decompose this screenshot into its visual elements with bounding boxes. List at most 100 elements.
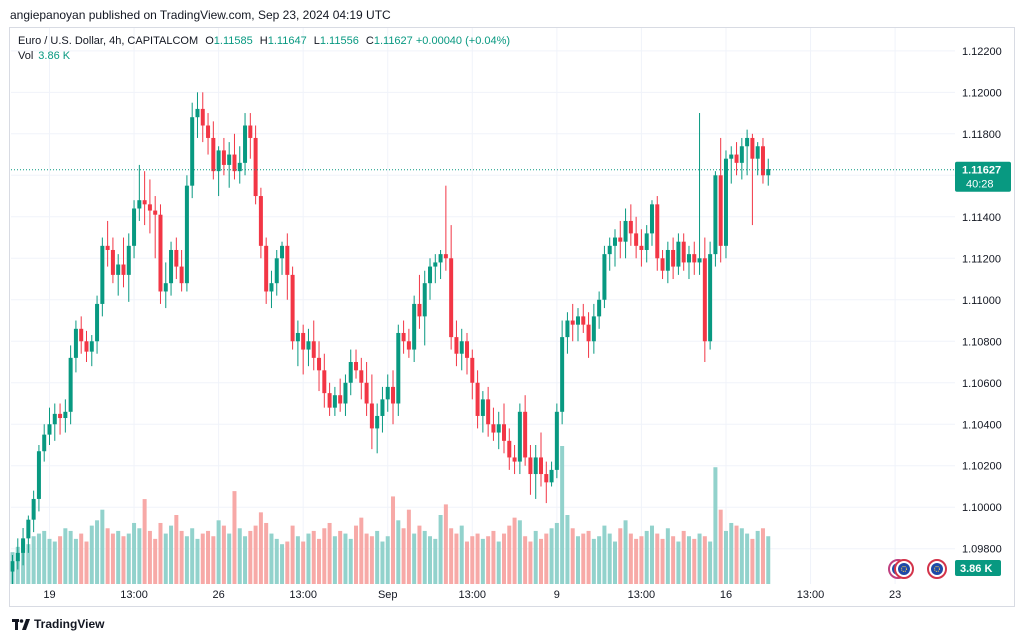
candle[interactable] [391, 370, 396, 425]
candle[interactable] [539, 432, 543, 487]
candle[interactable] [375, 403, 380, 454]
candles[interactable] [10, 92, 771, 584]
candle[interactable] [206, 113, 211, 155]
candle[interactable] [26, 515, 31, 553]
candle[interactable] [686, 245, 691, 280]
candle[interactable] [317, 341, 322, 392]
candle[interactable] [36, 445, 41, 512]
candle[interactable] [31, 490, 36, 533]
candle[interactable] [280, 241, 285, 275]
candle[interactable] [285, 233, 290, 300]
event-icons[interactable] [888, 559, 947, 579]
candle[interactable] [665, 241, 670, 284]
candle[interactable] [163, 262, 168, 309]
candle[interactable] [142, 171, 147, 226]
candle[interactable] [428, 258, 433, 300]
candle[interactable] [723, 150, 728, 259]
candle[interactable] [10, 554, 15, 584]
candle[interactable] [137, 164, 142, 221]
candle[interactable] [565, 312, 570, 354]
candle[interactable] [264, 237, 269, 304]
candle[interactable] [232, 133, 237, 180]
candle[interactable] [354, 349, 359, 379]
candle[interactable] [591, 303, 596, 354]
candle[interactable] [528, 445, 533, 495]
candle[interactable] [480, 391, 485, 433]
candle[interactable] [47, 407, 52, 445]
candle[interactable] [422, 270, 427, 346]
candle[interactable] [79, 316, 84, 354]
candle[interactable] [311, 320, 316, 371]
candle[interactable] [227, 142, 232, 188]
candle[interactable] [306, 328, 311, 367]
candle[interactable] [322, 353, 327, 408]
candle[interactable] [581, 303, 586, 333]
candle[interactable] [200, 92, 205, 143]
candle[interactable] [364, 362, 369, 416]
candle[interactable] [644, 225, 649, 263]
candle[interactable] [718, 137, 723, 263]
candle[interactable] [628, 204, 633, 246]
candle[interactable] [401, 320, 406, 354]
candle[interactable] [623, 208, 628, 259]
candle[interactable] [496, 411, 501, 450]
candle[interactable] [433, 254, 438, 284]
candle[interactable] [126, 233, 131, 302]
candle[interactable] [332, 386, 337, 416]
candle[interactable] [52, 403, 57, 441]
candle[interactable] [301, 324, 306, 375]
candle[interactable] [385, 374, 390, 412]
candle[interactable] [486, 386, 491, 437]
candle[interactable] [248, 113, 253, 159]
economic-event-icon[interactable] [927, 559, 947, 579]
candle[interactable] [327, 382, 332, 416]
candle[interactable] [533, 445, 538, 499]
candle[interactable] [243, 113, 248, 176]
candle[interactable] [338, 378, 343, 412]
candle[interactable] [274, 249, 279, 296]
candle[interactable] [729, 146, 734, 184]
candle[interactable] [348, 349, 353, 396]
candle[interactable] [755, 142, 760, 176]
candle[interactable] [692, 241, 697, 275]
tradingview-footer[interactable]: TradingView [12, 617, 104, 631]
candle[interactable] [702, 237, 707, 363]
candle[interactable] [671, 237, 676, 280]
candle[interactable] [470, 349, 475, 400]
candle[interactable] [396, 324, 401, 416]
candle[interactable] [612, 229, 617, 267]
price-axis[interactable]: 1.09800 1.10000 1.10200 1.10400 1.10600 1.108… [962, 46, 1002, 556]
candle[interactable] [544, 461, 549, 504]
candle[interactable] [253, 125, 258, 205]
candle[interactable] [184, 175, 189, 292]
candle[interactable] [681, 233, 686, 271]
candle[interactable] [89, 335, 94, 367]
candle[interactable] [549, 461, 554, 487]
candle[interactable] [502, 403, 507, 454]
candle[interactable] [523, 395, 528, 466]
candle[interactable] [475, 370, 480, 429]
candle[interactable] [369, 374, 374, 450]
economic-event-icon[interactable] [894, 559, 914, 579]
candle[interactable] [380, 386, 385, 433]
candle[interactable] [713, 171, 718, 267]
candle[interactable] [147, 179, 152, 234]
candle[interactable] [739, 137, 744, 180]
candle[interactable] [116, 254, 121, 296]
candle[interactable] [58, 403, 63, 435]
candle[interactable] [158, 204, 163, 304]
candle[interactable] [359, 357, 364, 400]
candle[interactable] [73, 320, 78, 373]
candle[interactable] [42, 424, 47, 462]
candle[interactable] [465, 332, 470, 375]
candle[interactable] [745, 129, 750, 176]
candle[interactable] [697, 113, 702, 275]
candle[interactable] [412, 295, 417, 363]
candle[interactable] [258, 187, 263, 259]
candle[interactable] [216, 146, 221, 197]
candle[interactable] [343, 374, 348, 416]
candle[interactable] [443, 185, 448, 271]
candle[interactable] [190, 102, 195, 199]
candle[interactable] [132, 200, 137, 259]
candle[interactable] [660, 249, 665, 280]
